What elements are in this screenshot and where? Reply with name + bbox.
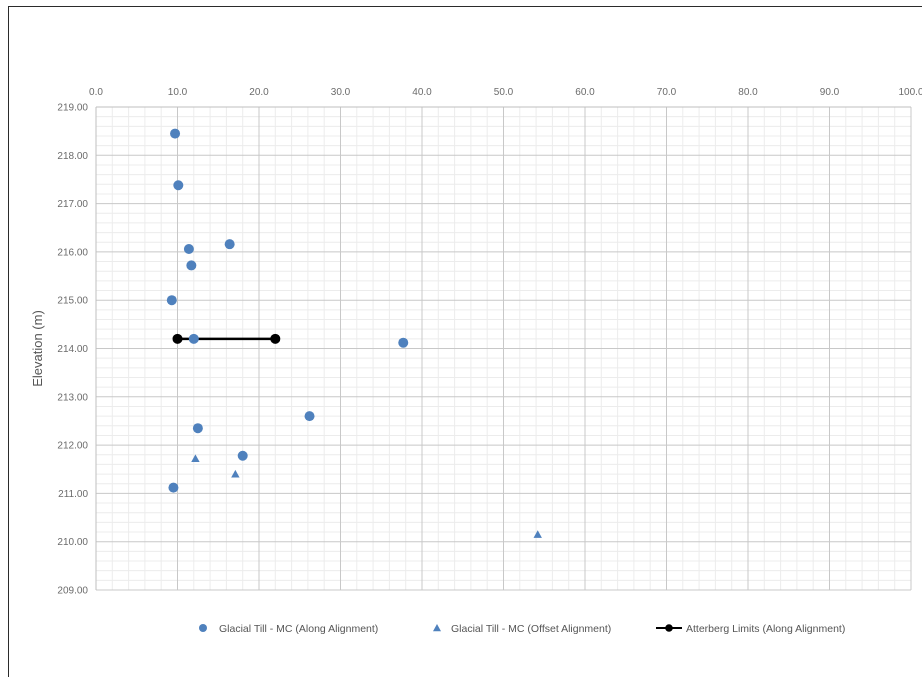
- y-tick-label: 218.00: [57, 151, 88, 162]
- data-point-along: [183, 244, 194, 255]
- x-tick-label: 10.0: [168, 87, 188, 98]
- y-tick-label: 211.00: [58, 489, 88, 500]
- x-tick-label: 50.0: [494, 87, 514, 98]
- tick-labels: 0.0 10.0 20.0 30.0 40.0 50.0 60.0 70.0 80.0 90.0 1…: [57, 87, 922, 597]
- data-point-along: [168, 482, 179, 493]
- y-tick-label: 215.00: [57, 296, 88, 307]
- data-point-along: [237, 450, 248, 461]
- legend-label: Atterberg Limits (Along Alignment): [686, 623, 845, 635]
- x-tick-label: 60.0: [575, 87, 595, 98]
- data-point-along: [398, 337, 409, 348]
- x-tick-label: 30.0: [331, 87, 351, 98]
- y-axis-title: Elevation (m): [30, 310, 45, 387]
- data-point-along: [166, 295, 177, 306]
- x-tick-label: 40.0: [412, 87, 432, 98]
- legend-item: Glacial Till - MC (Offset Alignment): [433, 623, 611, 635]
- data-point-along: [170, 128, 181, 139]
- legend-label: Glacial Till - MC (Offset Alignment): [451, 623, 611, 635]
- data-point-along: [186, 260, 197, 271]
- series-markers: [166, 128, 409, 493]
- y-tick-label: 219.00: [57, 103, 88, 114]
- legend-marker-triangle: [433, 624, 441, 632]
- legend-marker-circle: [665, 624, 673, 632]
- data-point-along: [188, 333, 199, 344]
- x-tick-label: 20.0: [249, 87, 269, 98]
- legend: Glacial Till - MC (Along Alignment) Glaci…: [199, 623, 845, 635]
- data-point-along: [192, 423, 203, 434]
- x-tick-label: 70.0: [657, 87, 677, 98]
- y-tick-label: 212.00: [57, 441, 88, 452]
- grid-layer: [95, 106, 912, 591]
- y-tick-label: 209.00: [57, 586, 88, 597]
- legend-item: Atterberg Limits (Along Alignment): [656, 623, 845, 635]
- legend-item: Glacial Till - MC (Along Alignment): [199, 623, 378, 635]
- data-point-along: [173, 180, 184, 191]
- series-layer: [166, 128, 542, 538]
- x-tick-label: 80.0: [738, 87, 758, 98]
- chart-frame: [8, 6, 922, 677]
- data-point-along: [224, 239, 235, 250]
- y-tick-label: 213.00: [57, 392, 88, 403]
- series-markers: [191, 454, 542, 538]
- y-tick-label: 216.00: [57, 247, 88, 258]
- x-tick-label: 0.0: [89, 87, 103, 98]
- x-tick-label: 100.0: [898, 87, 922, 98]
- data-point-atterberg: [270, 333, 281, 344]
- y-tick-label: 210.00: [57, 537, 88, 548]
- legend-marker-circle: [199, 624, 207, 632]
- x-tick-label: 90.0: [820, 87, 840, 98]
- data-point-offset: [231, 469, 240, 478]
- data-point-atterberg: [172, 333, 183, 344]
- data-point-offset: [533, 530, 542, 538]
- data-point-along: [304, 411, 315, 422]
- y-tick-label: 214.00: [57, 344, 88, 355]
- y-tick-label: 217.00: [57, 199, 88, 210]
- legend-label: Glacial Till - MC (Along Alignment): [219, 623, 378, 635]
- series-markers: [172, 333, 281, 344]
- data-point-offset: [191, 454, 200, 462]
